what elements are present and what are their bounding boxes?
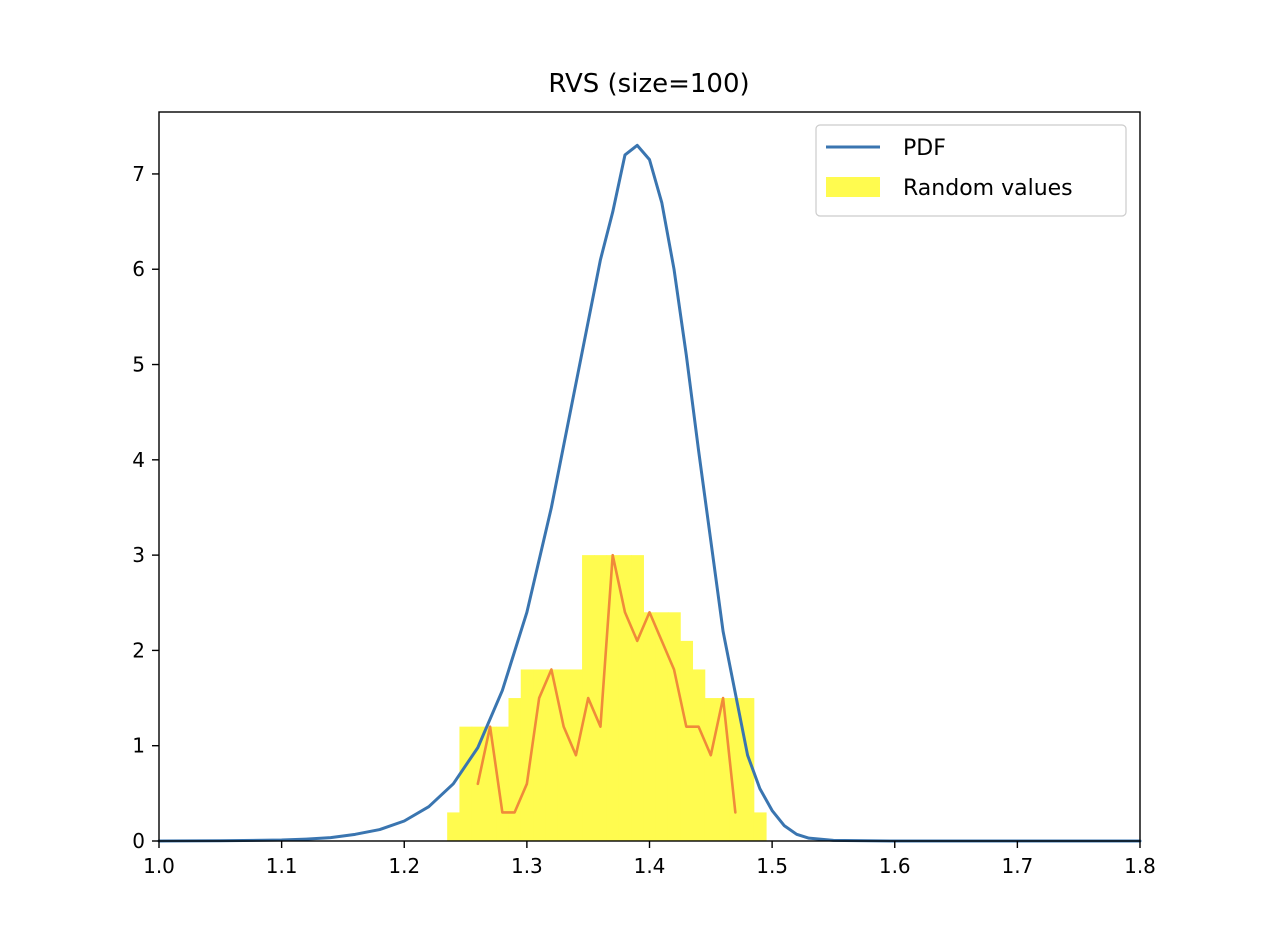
legend: PDF Random values <box>815 124 1127 217</box>
data-lines <box>157 143 1142 843</box>
x-tick-label: 1.0 <box>143 854 175 878</box>
histogram-bar <box>729 698 743 841</box>
x-tick-label: 1.4 <box>634 854 666 878</box>
histogram-bar <box>753 812 767 841</box>
histogram-bar <box>459 726 473 841</box>
histogram-bar <box>680 640 694 841</box>
histogram-bar <box>447 812 461 841</box>
pdf-line <box>157 143 1142 843</box>
histogram-bar <box>606 555 620 841</box>
x-tick-label: 1.1 <box>266 854 298 878</box>
x-tick-label: 1.6 <box>879 854 911 878</box>
x-tick-label: 1.3 <box>511 854 543 878</box>
histogram-bars <box>447 555 767 841</box>
legend-label: Random values <box>903 176 1073 201</box>
histogram-bar <box>520 669 534 841</box>
histogram-bar <box>557 669 571 841</box>
y-tick-label: 2 <box>132 638 145 662</box>
x-tick-label: 1.2 <box>388 854 420 878</box>
y-tick-label: 1 <box>132 734 145 758</box>
histogram-bar <box>692 669 706 841</box>
frequency-line <box>476 553 737 814</box>
x-tick-label: 1.5 <box>756 854 788 878</box>
histogram-bar <box>704 698 718 841</box>
axes: 1.0 1.1 1.2 1.3 1.4 1.5 1.6 1.7 1.8 0 1 2 3 4 5 6 7 <box>132 111 1156 878</box>
legend-box <box>815 124 1127 217</box>
histogram-bar <box>508 698 522 841</box>
histogram-bar <box>655 612 669 841</box>
histogram-bar <box>545 669 559 841</box>
histogram-bar <box>631 555 644 841</box>
y-tick-label: 6 <box>132 257 145 281</box>
y-tick-label: 5 <box>132 353 145 377</box>
y-tick-label: 0 <box>132 829 145 853</box>
y-tick-label: 7 <box>132 162 145 186</box>
y-tick-label: 3 <box>132 543 145 567</box>
histogram-bar <box>643 612 657 841</box>
histogram-bar <box>667 612 681 841</box>
legend-swatch-patch <box>826 177 880 197</box>
chart-title: RVS (size=100) <box>548 69 749 99</box>
legend-label: PDF <box>903 136 946 161</box>
histogram-bar <box>618 555 632 841</box>
y-tick-label: 4 <box>132 448 145 472</box>
x-tick-label: 1.8 <box>1124 854 1156 878</box>
x-tick-label: 1.7 <box>1001 854 1033 878</box>
histogram-bar <box>594 555 608 841</box>
